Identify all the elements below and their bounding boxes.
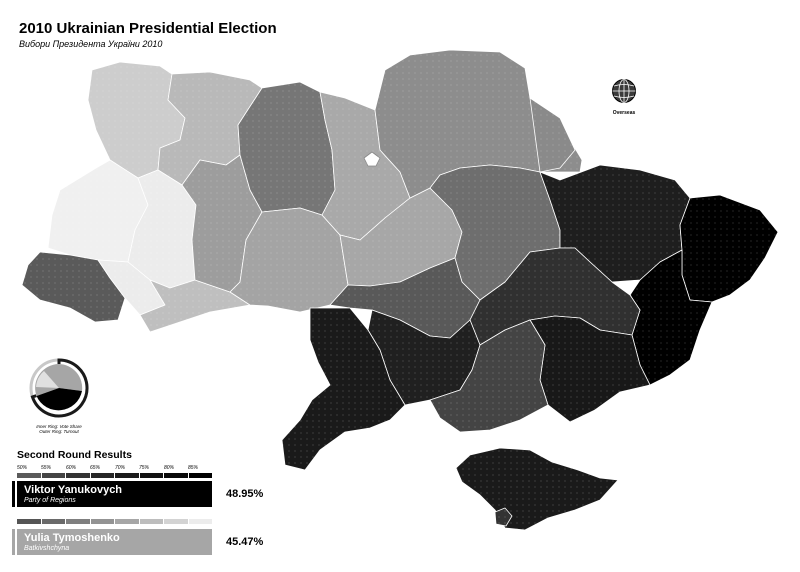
- scale-swatch: [188, 519, 213, 524]
- candidate-tymoshenko[interactable]: Yulia Tymoshenko Batkivshchyna: [12, 529, 212, 555]
- vote-turnout-ring: [29, 358, 89, 418]
- overseas-marker[interactable]: Overseas: [607, 78, 641, 116]
- scale-swatch: [41, 473, 66, 478]
- scale-swatch: [66, 473, 91, 478]
- scale-swatch: [115, 519, 140, 524]
- candidate-name: Yulia Tymoshenko: [24, 532, 120, 544]
- globe-icon: [612, 79, 636, 103]
- scale-swatch: [139, 473, 164, 478]
- scale-tick: 70%: [115, 465, 126, 471]
- candidate-stripe: [15, 529, 17, 555]
- scale-tick: 50%: [17, 465, 28, 471]
- candidate-party: Batkivshchyna: [24, 545, 70, 552]
- scale-swatch: [164, 519, 189, 524]
- scale-tick: 55%: [41, 465, 52, 471]
- scale-swatch: [90, 519, 115, 524]
- scale-swatch: [41, 519, 66, 524]
- region-zhytomyr[interactable]: [237, 81, 336, 216]
- scale-swatch: [164, 473, 189, 478]
- scale-swatch: [17, 519, 42, 524]
- scale-tick: 85%: [188, 465, 199, 471]
- scale-swatch: [17, 473, 42, 478]
- ring-legend-inner: Inner Ring: Vote Share: [36, 424, 82, 429]
- scale-tick: 75%: [139, 465, 150, 471]
- scale-swatch: [188, 473, 213, 478]
- yanukovych-scale-bar: [17, 473, 213, 478]
- overseas-label: Overseas: [612, 110, 636, 116]
- candidate-percent: 48.95%: [226, 488, 264, 500]
- scale-swatch: [66, 519, 91, 524]
- region-luhansk[interactable]: [679, 194, 779, 303]
- candidate-percent: 45.47%: [226, 536, 264, 548]
- candidate-name: Viktor Yanukovych: [24, 484, 123, 496]
- scale-labels: 50% 55% 60% 65% 70% 75% 80% 85%: [17, 465, 213, 473]
- scale-swatch: [90, 473, 115, 478]
- scale-tick: 80%: [164, 465, 175, 471]
- region-crimea[interactable]: [455, 447, 619, 531]
- scale-swatch: [115, 473, 140, 478]
- scale-tick: 65%: [90, 465, 101, 471]
- ring-legend-outer: Outer Ring: Turnout: [39, 429, 79, 434]
- scale-tick: 60%: [66, 465, 77, 471]
- ring-legend: Inner Ring: Vote Share Outer Ring: Turno…: [24, 357, 94, 434]
- candidate-stripe: [15, 481, 17, 507]
- candidate-party: Party of Regions: [24, 497, 76, 504]
- candidate-yanukovych[interactable]: Viktor Yanukovych Party of Regions: [12, 481, 212, 507]
- scale-swatch: [139, 519, 164, 524]
- tymoshenko-scale-bar: [17, 519, 213, 524]
- results-heading: Second Round Results: [17, 449, 132, 461]
